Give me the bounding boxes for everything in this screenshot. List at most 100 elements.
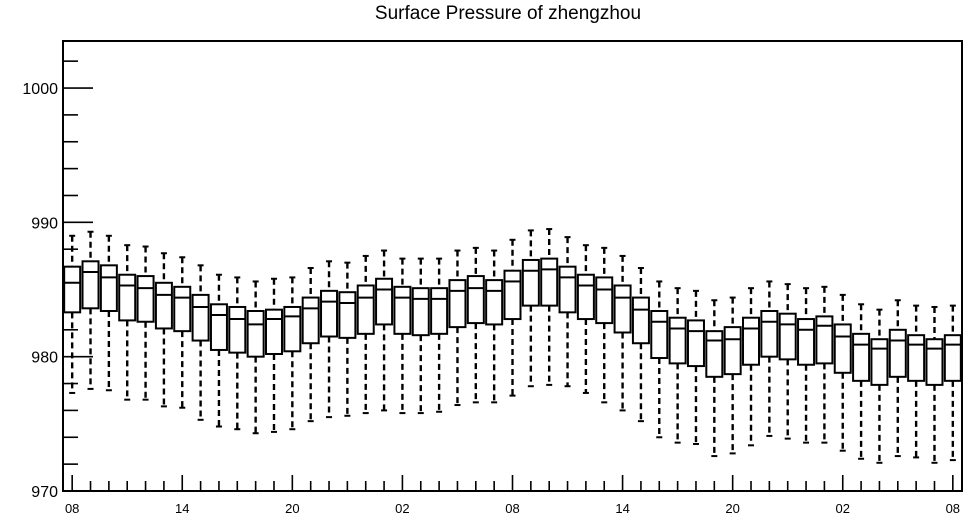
x-tick-label: 14 <box>615 501 629 516</box>
box-35 <box>705 299 724 458</box>
box-body <box>686 319 705 368</box>
box-body <box>723 326 742 376</box>
box-30 <box>613 254 632 412</box>
box-body <box>760 310 779 358</box>
box-body <box>576 273 595 321</box>
y-tick-label: 980 <box>31 350 58 367</box>
box-4 <box>136 245 155 401</box>
box-body <box>888 328 907 378</box>
box-24 <box>503 238 522 397</box>
box-body <box>81 260 100 310</box>
box-body <box>228 305 247 354</box>
box-body <box>613 284 632 334</box>
box-body <box>320 289 339 338</box>
box-body <box>650 310 669 360</box>
box-body <box>668 316 687 365</box>
box-body <box>154 281 173 330</box>
box-body <box>246 310 265 358</box>
box-body <box>503 269 522 321</box>
box-1 <box>81 230 100 390</box>
box-body <box>430 287 449 335</box>
box-body <box>521 258 540 307</box>
box-28 <box>576 244 595 394</box>
x-tick-label: 14 <box>175 501 189 516</box>
box-39 <box>778 283 797 440</box>
box-body <box>63 265 82 314</box>
box-34 <box>686 289 705 445</box>
x-tick-label: 20 <box>725 501 739 516</box>
chart-title: Surface Pressure of zhengzhou <box>374 3 642 24</box>
box-27 <box>558 236 577 388</box>
box-41 <box>815 285 834 444</box>
box-43 <box>852 303 871 460</box>
box-body <box>356 284 375 335</box>
box-body <box>705 330 724 378</box>
box-body <box>595 276 614 325</box>
plot-frame <box>62 40 963 492</box>
box-body <box>778 312 797 361</box>
box-20 <box>430 257 449 413</box>
box-body <box>173 285 192 333</box>
box-body <box>448 279 467 329</box>
box-body <box>191 293 210 342</box>
box-5 <box>154 252 173 408</box>
box-body <box>742 316 761 366</box>
box-22 <box>466 246 485 404</box>
box-26 <box>540 228 559 386</box>
box-body <box>118 273 137 322</box>
box-46 <box>907 304 926 459</box>
box-21 <box>448 249 467 407</box>
box-47 <box>925 305 944 464</box>
box-body <box>264 308 283 355</box>
box-body <box>411 287 430 337</box>
box-body <box>925 338 944 386</box>
x-tick-label: 02 <box>395 501 409 516</box>
box-body <box>943 334 962 382</box>
box-body <box>375 277 394 326</box>
box-body <box>870 338 889 386</box>
box-18 <box>393 257 412 415</box>
box-33 <box>668 287 687 444</box>
box-0 <box>63 234 82 394</box>
x-tick-label: 08 <box>946 501 960 516</box>
box-body <box>852 332 871 382</box>
x-tick-label: 08 <box>505 501 519 516</box>
box-body <box>99 264 118 313</box>
box-body <box>815 315 834 365</box>
x-tick-label: 02 <box>836 501 850 516</box>
box-body <box>393 285 412 335</box>
x-tick-label: 20 <box>285 501 299 516</box>
box-body <box>631 296 650 345</box>
box-36 <box>723 296 742 455</box>
axis-ticks <box>63 60 954 492</box>
box-12 <box>283 276 302 431</box>
box-10 <box>246 280 265 435</box>
y-tick-label: 1000 <box>22 81 58 98</box>
box-body <box>301 296 320 345</box>
box-body <box>283 305 302 353</box>
box-3 <box>118 244 137 401</box>
box-29 <box>595 246 614 404</box>
x-tick-label: 08 <box>65 501 79 516</box>
box-38 <box>760 280 779 437</box>
x-tick-labels: 08 14 20 02 08 14 20 02 08 <box>65 501 960 516</box>
y-tick-label: 970 <box>31 484 58 501</box>
box-40 <box>797 287 816 444</box>
box-body <box>797 318 816 366</box>
box-14 <box>320 260 339 419</box>
box-19 <box>411 257 430 415</box>
box-body <box>209 303 228 351</box>
box-45 <box>888 299 907 458</box>
box-body <box>833 323 852 374</box>
box-13 <box>301 267 320 423</box>
box-body <box>338 291 357 339</box>
box-48 <box>943 304 962 462</box>
box-32 <box>650 280 669 439</box>
box-23 <box>485 249 504 404</box>
box-9 <box>228 276 247 431</box>
box-44 <box>870 308 889 464</box>
box-series <box>63 228 962 464</box>
box-16 <box>356 254 375 415</box>
box-body <box>136 275 155 323</box>
